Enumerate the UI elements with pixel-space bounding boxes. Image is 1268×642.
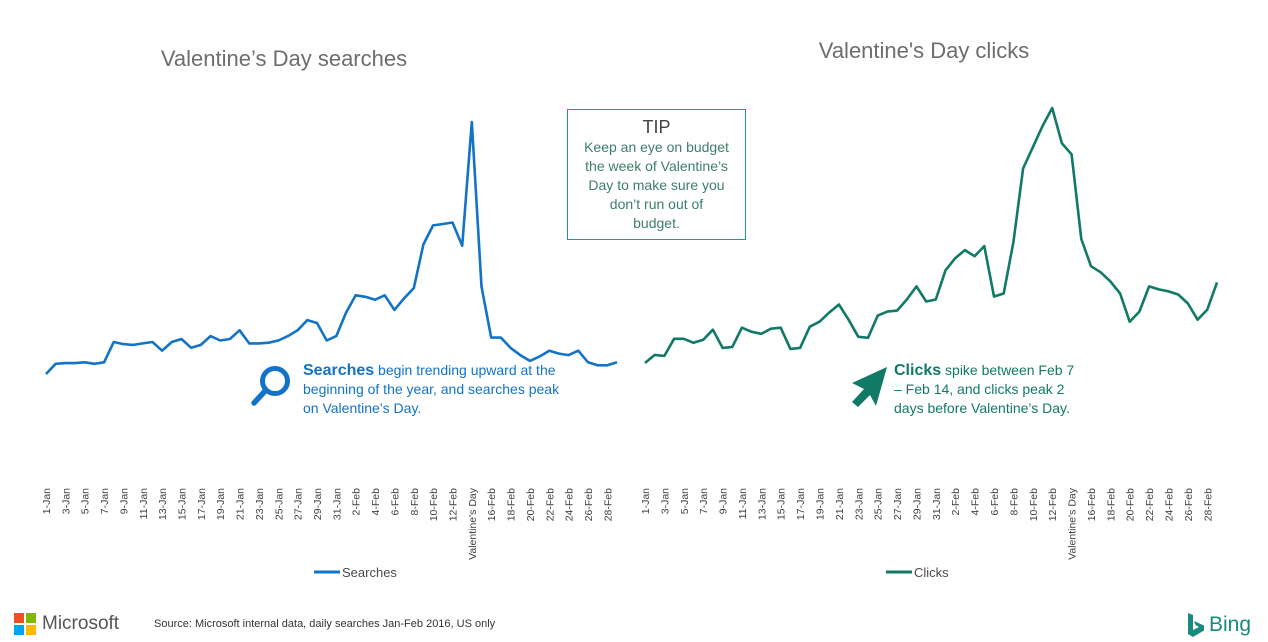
searches-tick-label: 11-Jan [138, 488, 150, 519]
searches-chart-title: Valentine’s Day searches [161, 46, 407, 71]
clicks-tick-label: 2-Feb [950, 488, 962, 516]
clicks-tick-label: 17-Jan [795, 488, 807, 520]
searches-tick-label: 8-Feb [409, 488, 421, 516]
tip-line: budget. [633, 215, 680, 231]
searches-tick-label: 21-Jan [235, 488, 247, 520]
clicks-annotation-text: spike between Feb 7 – Feb 14, and clicks… [894, 362, 1075, 416]
searches-legend: Searches [314, 565, 397, 580]
clicks-x-axis: 1-Jan 3-Jan 5-Jan 7-Jan 9-Jan 11-Jan 13-Jan 15-… [640, 487, 1214, 560]
clicks-legend: Clicks [886, 565, 949, 580]
tip-line: Keep an eye on budget [584, 139, 729, 155]
clicks-tick-label: 29-Jan [912, 488, 924, 520]
source-note: Source: Microsoft internal data, daily s… [154, 618, 496, 630]
clicks-tick-label: 7-Jan [698, 488, 710, 514]
searches-tick-label: 26-Feb [583, 488, 595, 521]
searches-tick-label: 1-Jan [41, 488, 53, 514]
searches-tick-label: 25-Jan [273, 488, 285, 520]
tip-title: TIP [642, 117, 671, 137]
clicks-tick-label: 5-Jan [679, 488, 691, 514]
clicks-annotation-bold: Clicks [894, 362, 942, 379]
clicks-tick-label: 31-Jan [931, 488, 943, 520]
searches-tick-label: 23-Jan [254, 488, 266, 520]
searches-tick-label: 19-Jan [215, 488, 227, 520]
clicks-tick-label: 26-Feb [1183, 488, 1195, 521]
searches-tick-label: 7-Jan [99, 488, 111, 514]
clicks-tick-label: 18-Feb [1105, 488, 1117, 521]
clicks-tick-label: 4-Feb [970, 488, 982, 516]
tip-line: the week of Valentine’s [585, 158, 728, 174]
searches-tick-label: 27-Jan [293, 488, 305, 520]
clicks-tick-label: 24-Feb [1164, 488, 1176, 521]
bing-b-icon [1188, 613, 1204, 637]
searches-tick-label: 10-Feb [428, 488, 440, 521]
searches-series-line [45, 120, 618, 375]
clicks-tick-label: 9-Jan [718, 488, 730, 514]
arrow-cursor-icon [852, 367, 887, 407]
clicks-tick-label: 10-Feb [1028, 488, 1040, 521]
clicks-tick-label: Valentine's Day [1067, 487, 1079, 560]
bing-wordmark: Bing [1209, 613, 1252, 636]
searches-tick-label: 13-Jan [157, 488, 169, 520]
searches-tick-label: 16-Feb [486, 488, 498, 521]
searches-tick-label: 17-Jan [196, 488, 208, 520]
clicks-tick-label: 12-Feb [1047, 488, 1059, 521]
clicks-tick-label: 21-Jan [834, 488, 846, 520]
searches-tick-label: 29-Jan [312, 488, 324, 520]
clicks-series-line [644, 106, 1219, 364]
clicks-tick-label: 27-Jan [892, 488, 904, 520]
bing-logo: Bing [1186, 612, 1251, 638]
clicks-tick-label: 11-Jan [737, 488, 749, 519]
searches-tick-label: 20-Feb [525, 488, 537, 521]
searches-tick-label: 5-Jan [80, 488, 92, 514]
searches-tick-label: Valentine's Day [467, 487, 479, 560]
searches-tick-label: 31-Jan [331, 488, 343, 520]
clicks-tick-label: 15-Jan [776, 488, 788, 520]
clicks-tick-label: 3-Jan [659, 488, 671, 514]
clicks-legend-label: Clicks [914, 565, 949, 580]
magnifier-icon [251, 366, 290, 406]
searches-tick-label: 18-Feb [506, 488, 518, 521]
searches-annotation-text: begin trending upward at the beginning o… [303, 362, 560, 416]
clicks-tick-label: 13-Jan [756, 488, 768, 520]
searches-tick-label: 22-Feb [544, 488, 556, 521]
microsoft-squares-icon [14, 613, 36, 635]
clicks-tick-label: 19-Jan [815, 488, 827, 520]
clicks-tick-label: 16-Feb [1086, 488, 1098, 521]
microsoft-logo: Microsoft [14, 613, 119, 635]
clicks-tick-label: 25-Jan [873, 488, 885, 520]
searches-annotation: Searches begin trending upward at the be… [303, 361, 563, 418]
clicks-tick-label: 28-Feb [1202, 488, 1214, 521]
tip-line: Day to make sure you [588, 177, 725, 193]
searches-plot [45, 120, 618, 375]
clicks-chart: Valentine's Day clicks 1-Jan 3-Jan 5-Jan 7-… [640, 38, 1219, 580]
tip-box: TIP Keep an eye on budget the week of Va… [567, 109, 746, 240]
searches-tick-label: 3-Jan [60, 488, 72, 514]
searches-x-axis: 1-Jan 3-Jan 5-Jan 7-Jan 9-Jan 11-Jan 13-Jan 15-… [41, 487, 614, 560]
searches-tick-label: 12-Feb [448, 488, 460, 521]
searches-tick-label: 4-Feb [370, 488, 382, 516]
clicks-tick-label: 6-Feb [989, 488, 1001, 516]
searches-tick-label: 2-Feb [351, 488, 363, 516]
microsoft-wordmark: Microsoft [42, 613, 120, 634]
searches-tick-label: 6-Feb [389, 488, 401, 516]
clicks-tick-label: 1-Jan [640, 488, 652, 514]
tip-line: don’t run out of [609, 196, 704, 212]
clicks-tick-label: 22-Feb [1144, 488, 1156, 521]
clicks-tick-label: 23-Jan [853, 488, 865, 520]
searches-chart: Valentine’s Day searches 1-Jan 3-Jan 5-Jan… [41, 46, 618, 580]
searches-tick-label: 24-Feb [564, 488, 576, 521]
searches-legend-label: Searches [342, 565, 397, 580]
clicks-annotation: Clicks spike between Feb 7 – Feb 14, and… [894, 361, 1084, 418]
clicks-plot [644, 106, 1219, 364]
clicks-chart-title: Valentine's Day clicks [819, 38, 1029, 63]
clicks-tick-label: 20-Feb [1125, 488, 1137, 521]
tip-body: Keep an eye on budget the week of Valent… [568, 138, 745, 233]
searches-tick-label: 9-Jan [118, 488, 130, 514]
searches-tick-label: 28-Feb [602, 488, 614, 521]
clicks-tick-label: 8-Feb [1008, 488, 1020, 516]
searches-annotation-bold: Searches [303, 362, 375, 379]
searches-tick-label: 15-Jan [177, 488, 189, 520]
